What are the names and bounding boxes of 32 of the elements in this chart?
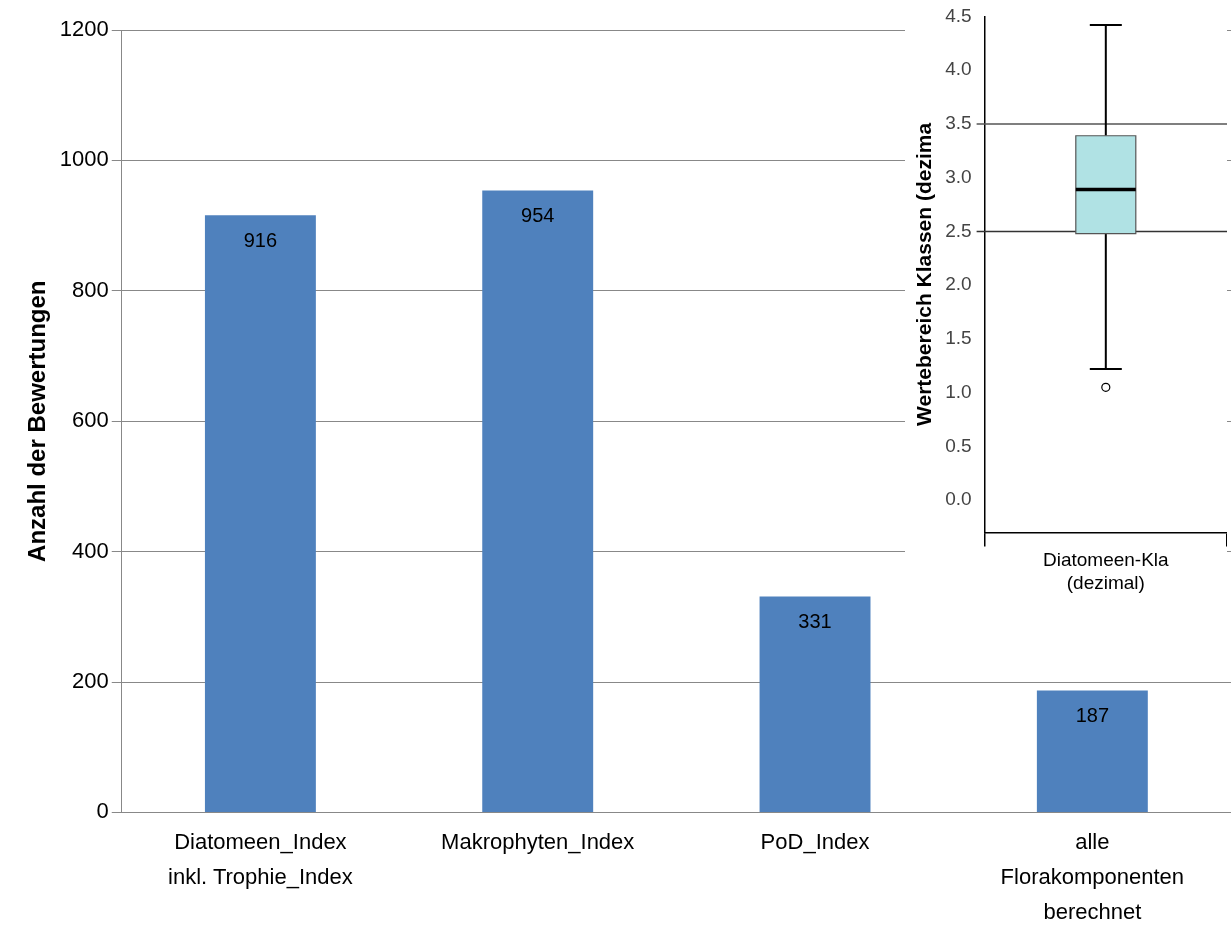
data-label: 916: [243, 228, 278, 251]
y-tick-label: 800: [72, 276, 109, 302]
y-tick-label: 2.5: [945, 219, 972, 241]
bar: [204, 215, 316, 812]
data-label: 187: [1075, 703, 1110, 726]
y-tick-label: 0: [96, 798, 109, 824]
y-tick-label: 1000: [59, 146, 109, 172]
x-tick-label: Diatomeen_Index inkl. Trophie_Index: [168, 829, 353, 890]
bar: [482, 190, 594, 812]
data-label: 331: [798, 610, 832, 633]
bar: [759, 596, 871, 812]
data-label: 954: [521, 203, 555, 226]
y-tick-label: 4.0: [945, 58, 972, 80]
y-tick-label: 600: [72, 407, 109, 433]
y-tick-label: 3.5: [945, 112, 972, 134]
y-tick-label: 1.0: [945, 380, 972, 402]
bar: [1036, 690, 1148, 812]
y-tick-label: 4.5: [945, 4, 972, 26]
y-tick-label: 3.0: [945, 165, 972, 187]
y-tick-label: 1.5: [945, 327, 972, 349]
x-tick-label: PoD_Index: [760, 829, 870, 855]
x-tick-label: Diatomeen-Kla (dezimal): [1042, 549, 1170, 593]
y-tick-label: 400: [72, 537, 109, 563]
y-tick-label: 0.0: [945, 488, 972, 510]
x-tick-label: alle Florakomponenten berechnet: [1000, 829, 1185, 925]
y-axis-title: Anzahl der Bewertungen: [23, 280, 51, 562]
y-tick-label: 2.0: [945, 273, 972, 295]
y-axis-title: Wertebereich Klassen (dezima: [912, 122, 936, 426]
x-tick-label: Makrophyten_Index: [441, 829, 635, 855]
y-tick-label: 200: [72, 668, 109, 694]
y-tick-label: 0.5: [945, 434, 972, 456]
y-tick-label: 1200: [59, 16, 109, 42]
